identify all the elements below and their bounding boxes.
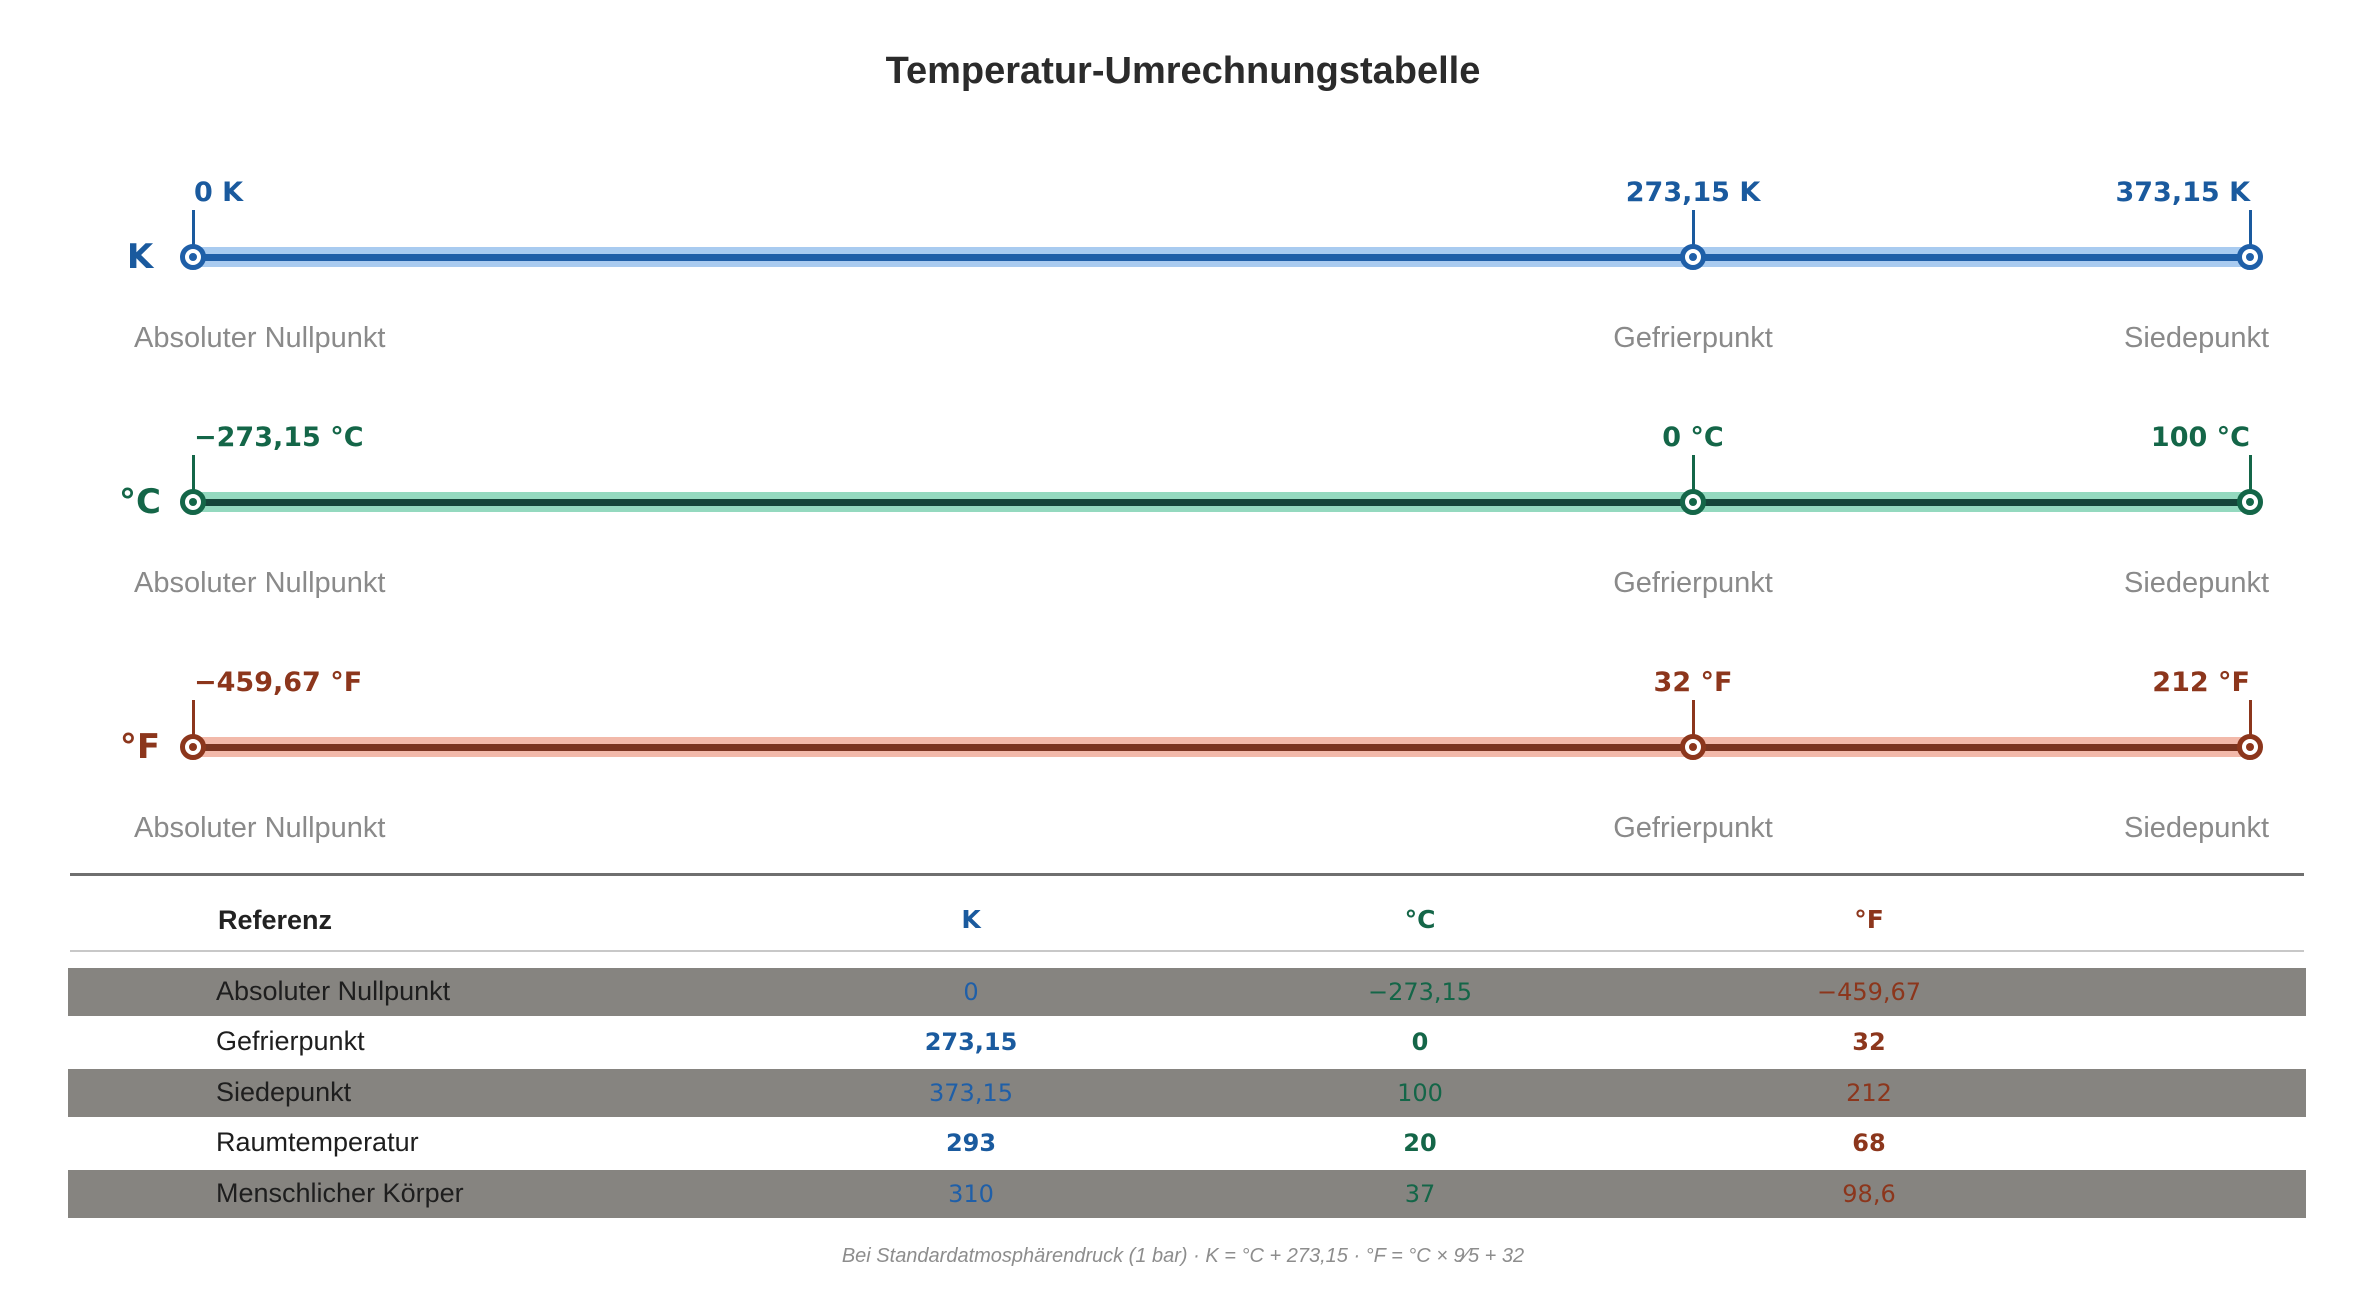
footnote: Bei Standardatmosphärendruck (1 bar) · K… (841, 1245, 1525, 1267)
scale-tick (2248, 700, 2252, 742)
table-row: Menschlicher Körper 310 37 98,6 (68, 1170, 2306, 1218)
row-celsius: 20 (1403, 1129, 1437, 1157)
point-reference: Absoluter Nullpunkt (134, 322, 386, 354)
row-kelvin: 373,15 (929, 1079, 1013, 1107)
row-name: Absoluter Nullpunkt (216, 976, 451, 1006)
point-value: 273,15 K (1625, 177, 1761, 208)
table-header-celsius: °C (1404, 905, 1436, 934)
point-reference: Siedepunkt (2124, 567, 2270, 599)
scale-tick (191, 210, 195, 252)
point-marker (180, 489, 206, 515)
point-value: −273,15 °C (194, 422, 364, 453)
scale-unit-label: K (126, 237, 154, 277)
point-reference: Siedepunkt (2124, 322, 2270, 354)
scale-unit-label: °F (119, 727, 161, 767)
scale-line (193, 498, 2250, 506)
scale-line (193, 743, 2250, 751)
table-row: Raumtemperatur 293 20 68 (68, 1119, 2306, 1167)
point-value: 32 °F (1653, 667, 1733, 698)
point-reference: Absoluter Nullpunkt (134, 812, 386, 844)
row-name: Raumtemperatur (216, 1127, 419, 1157)
table-header-fahrenheit: °F (1854, 905, 1884, 934)
row-name: Siedepunkt (216, 1077, 352, 1107)
table-header-kelvin: K (961, 905, 981, 934)
scale-tick (191, 455, 195, 497)
point-marker (180, 244, 206, 270)
row-celsius: 0 (1411, 1028, 1429, 1056)
scale-line (193, 253, 2250, 261)
row-fahrenheit: 32 (1852, 1028, 1886, 1056)
row-name: Menschlicher Körper (216, 1178, 464, 1208)
table-row: Siedepunkt 373,15 100 212 (68, 1069, 2306, 1117)
scale-kelvin: K 0 K 273,15 K 373,15 K Absoluter Nullpu… (0, 177, 2366, 407)
row-celsius: −273,15 (1367, 978, 1473, 1006)
table-header-divider (70, 950, 2304, 952)
point-reference: Absoluter Nullpunkt (134, 567, 386, 599)
table-header-reference: Referenz (218, 905, 333, 935)
point-marker (180, 734, 206, 760)
point-value: 0 °C (1662, 422, 1724, 453)
row-celsius: 100 (1397, 1079, 1443, 1107)
point-marker (1680, 489, 1706, 515)
row-name: Gefrierpunkt (216, 1026, 365, 1056)
point-marker (2237, 244, 2263, 270)
row-fahrenheit: 68 (1852, 1129, 1886, 1157)
point-value: 212 °F (2152, 667, 2250, 698)
scale-tick (1691, 210, 1695, 252)
point-marker (1680, 734, 1706, 760)
table-top-divider (70, 873, 2304, 876)
point-reference: Gefrierpunkt (1613, 812, 1773, 844)
scale-tick (191, 700, 195, 742)
table-row: Gefrierpunkt 273,15 0 32 (68, 1018, 2306, 1066)
point-reference: Siedepunkt (2124, 812, 2270, 844)
point-reference: Gefrierpunkt (1613, 567, 1773, 599)
row-kelvin: 293 (945, 1129, 997, 1157)
point-value: −459,67 °F (194, 667, 363, 698)
point-reference: Gefrierpunkt (1613, 322, 1773, 354)
page-title: Temperatur-Umrechnungstabelle (885, 50, 1481, 92)
row-fahrenheit: 212 (1846, 1079, 1892, 1107)
point-marker (1680, 244, 1706, 270)
point-value: 0 K (194, 177, 244, 208)
scale-tick (2248, 210, 2252, 252)
scale-tick (2248, 455, 2252, 497)
point-value: 373,15 K (2115, 177, 2250, 208)
row-fahrenheit: 98,6 (1842, 1180, 1896, 1208)
scale-tick (1691, 700, 1695, 742)
row-kelvin: 273,15 (924, 1028, 1018, 1056)
scale-celsius: °C −273,15 °C 0 °C 100 °C Absoluter Null… (0, 422, 2366, 652)
scale-tick (1691, 455, 1695, 497)
row-kelvin: 0 (963, 978, 979, 1006)
row-celsius: 37 (1404, 1180, 1436, 1208)
table-row: Absoluter Nullpunkt 0 −273,15 −459,67 (68, 968, 2306, 1016)
scale-fahrenheit: °F −459,67 °F 32 °F 212 °F Absoluter Nul… (0, 667, 2366, 897)
point-value: 100 °C (2150, 422, 2250, 453)
row-kelvin: 310 (948, 1180, 994, 1208)
scale-unit-label: °C (119, 482, 161, 522)
row-fahrenheit: −459,67 (1816, 978, 1922, 1006)
point-marker (2237, 734, 2263, 760)
point-marker (2237, 489, 2263, 515)
